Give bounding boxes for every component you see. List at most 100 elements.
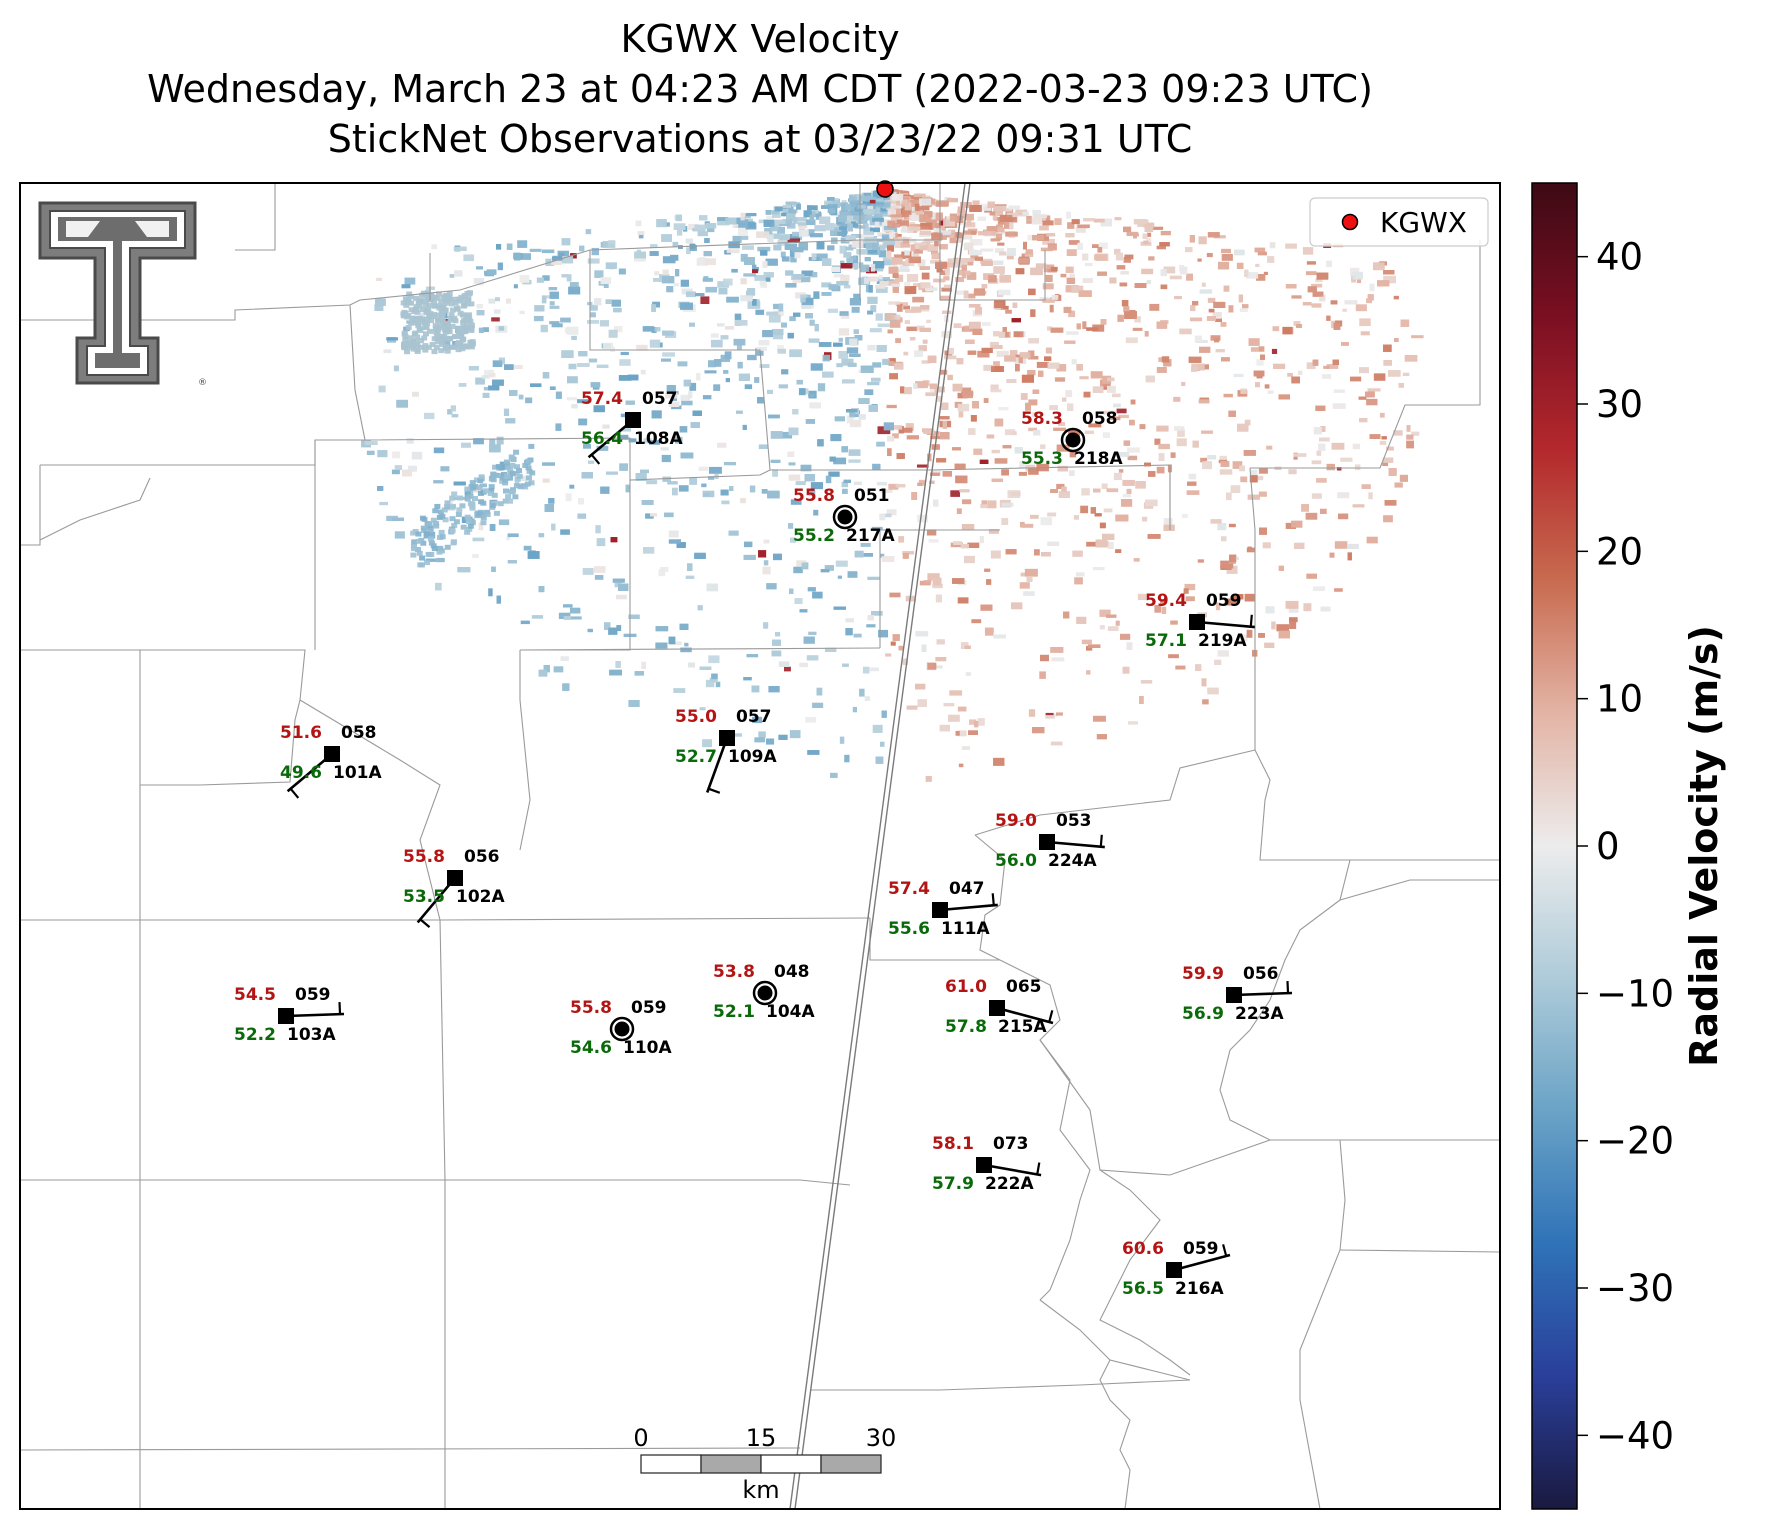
colorbar-label: Radial Velocity (m/s): [1682, 625, 1726, 1067]
wind-barb-flag: [419, 918, 431, 928]
station-pressure: 073: [993, 1134, 1029, 1154]
colorbar-tick-label: −30: [1596, 1267, 1674, 1310]
station-pressure: 065: [1006, 977, 1042, 997]
wind-barb-staff: [705, 737, 729, 793]
station-pressure: 058: [1082, 409, 1118, 429]
calm-wind-circle-icon: [1060, 427, 1086, 453]
station-id: 217A: [846, 526, 895, 546]
colorbar-bar: [1531, 182, 1578, 1510]
station-dewpoint: 55.2: [793, 526, 835, 546]
station-marker-icon: [447, 870, 463, 886]
colorbar-tick-label: −40: [1596, 1414, 1674, 1457]
wind-barb-staff: [1233, 991, 1293, 997]
station-dewpoint: 56.4: [581, 429, 623, 449]
wind-barb-staff: [939, 903, 998, 912]
wind-barb-flag: [1048, 1010, 1054, 1023]
station-temp: 55.0: [675, 707, 717, 727]
texas-tech-logo: ®: [38, 201, 207, 388]
station-pressure: 056: [1243, 964, 1279, 984]
wind-barb-staff: [1173, 1253, 1231, 1272]
station-marker-icon: [278, 1008, 294, 1024]
station-marker-icon: [1065, 432, 1081, 448]
station-temp: 51.6: [280, 723, 322, 743]
calm-wind-circle-icon: [752, 980, 778, 1006]
station-temp: 55.8: [793, 486, 835, 506]
station-103A: 54.5 059 52.2 103A: [234, 985, 345, 1045]
colorbar-ticks: 40 30 20 10 0 −10 −20 −30 −40: [1577, 236, 1674, 1457]
station-dewpoint: 52.2: [234, 1025, 276, 1045]
wind-barb-staff: [996, 1006, 1054, 1025]
station-pressure: 053: [1056, 811, 1092, 831]
station-dewpoint: 56.9: [1182, 1004, 1224, 1024]
station-pressure: 047: [949, 879, 985, 899]
wind-barb-flag: [1249, 614, 1253, 627]
title-line-2: Wednesday, March 23 at 04:23 AM CDT (202…: [147, 67, 1373, 111]
station-pressure: 059: [631, 998, 667, 1018]
station-id: 224A: [1048, 851, 1097, 871]
station-pressure: 057: [642, 389, 678, 409]
station-marker-icon: [1189, 614, 1205, 630]
scale-bar: 0 15 30 km: [633, 1424, 896, 1504]
station-marker-icon: [614, 1021, 630, 1037]
wind-barb-flag: [590, 453, 601, 465]
station-id: 218A: [1074, 449, 1123, 469]
wind-barb-staff: [1196, 620, 1255, 629]
colorbar-tick-label: 10: [1596, 678, 1643, 721]
station-dewpoint: 56.5: [1122, 1279, 1164, 1299]
station-dewpoint: 56.0: [995, 851, 1037, 871]
station-temp: 55.8: [570, 998, 612, 1018]
calm-wind-circle-icon: [609, 1016, 635, 1042]
station-dewpoint: 55.6: [888, 919, 930, 939]
colorbar-tick-label: −20: [1596, 1120, 1674, 1163]
station-dewpoint: 52.1: [713, 1002, 755, 1022]
station-temp: 60.6: [1122, 1239, 1164, 1259]
station-marker-icon: [1039, 834, 1055, 850]
station-pressure: 059: [1206, 591, 1242, 611]
station-id: 219A: [1198, 631, 1247, 651]
station-111A: 57.4 047 55.6 111A: [888, 879, 998, 939]
station-dewpoint: 52.7: [675, 747, 717, 767]
station-temp: 58.3: [1021, 409, 1063, 429]
station-id: 110A: [623, 1038, 672, 1058]
station-temp: 61.0: [945, 977, 987, 997]
svg-text:®: ®: [198, 378, 207, 388]
station-temp: 53.8: [713, 962, 755, 982]
station-dewpoint: 54.6: [570, 1038, 612, 1058]
station-pressure: 051: [854, 486, 890, 506]
station-219A: 59.4 059 57.1 219A: [1145, 591, 1255, 651]
station-110A: 55.8 059 54.6 110A: [570, 998, 672, 1058]
station-217A: 55.8 051 55.2 217A: [793, 486, 895, 546]
station-id: 108A: [634, 429, 683, 449]
station-224A: 59.0 053 56.0 224A: [995, 811, 1105, 871]
station-marker-icon: [1166, 1262, 1182, 1278]
station-pressure: 059: [295, 985, 331, 1005]
station-id: 111A: [941, 919, 990, 939]
radar-velocity-layer: [361, 189, 1424, 782]
station-215A: 61.0 065 57.8 215A: [945, 977, 1054, 1037]
station-dewpoint: 53.5: [403, 887, 445, 907]
station-101A: 51.6 058 49.6 101A: [280, 723, 382, 799]
county-boundaries: [20, 183, 1500, 1509]
station-102A: 55.8 056 53.5 102A: [403, 847, 505, 928]
station-id: 102A: [456, 887, 505, 907]
station-temp: 59.0: [995, 811, 1037, 831]
legend-label: KGWX: [1380, 206, 1467, 239]
station-216A: 60.6 059 56.5 216A: [1122, 1239, 1231, 1299]
station-dewpoint: 49.6: [280, 763, 322, 783]
station-marker-icon: [1226, 987, 1242, 1003]
colorbar-tick-label: −10: [1596, 972, 1674, 1015]
station-pressure: 058: [341, 723, 377, 743]
station-id: 216A: [1175, 1279, 1224, 1299]
station-temp: 54.5: [234, 985, 276, 1005]
station-id: 104A: [766, 1002, 815, 1022]
station-pressure: 048: [774, 962, 810, 982]
station-222A: 58.1 073 57.9 222A: [932, 1134, 1042, 1194]
station-dewpoint: 55.3: [1021, 449, 1063, 469]
station-104A: 53.8 048 52.1 104A: [713, 962, 815, 1022]
station-marker-icon: [989, 1000, 1005, 1016]
station-marker-icon: [837, 509, 853, 525]
scale-unit: km: [742, 1476, 779, 1504]
legend-marker-icon: [1341, 213, 1359, 231]
colorbar-tick-label: 0: [1596, 825, 1620, 868]
